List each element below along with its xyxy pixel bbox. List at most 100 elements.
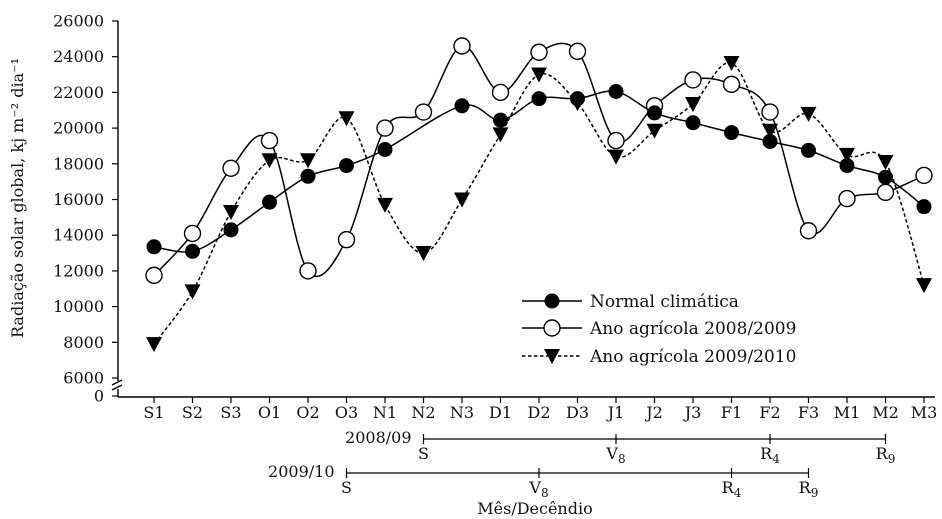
x-tick-label: F3 bbox=[798, 403, 819, 422]
data-point-s0 bbox=[223, 222, 239, 238]
stage-subscript: 8 bbox=[541, 486, 549, 500]
x-tick-label: M1 bbox=[834, 403, 861, 422]
y-tick-label: 24000 bbox=[53, 47, 104, 66]
data-point-s0 bbox=[724, 125, 739, 141]
legend-marker bbox=[544, 349, 560, 364]
y-tick-label: 10000 bbox=[53, 297, 104, 316]
data-point-s2 bbox=[762, 123, 778, 139]
data-point-s1 bbox=[530, 43, 548, 61]
data-point-s1 bbox=[799, 222, 818, 240]
x-tick-label: D3 bbox=[566, 403, 589, 422]
data-point-s0 bbox=[339, 158, 354, 174]
x-tick-label: D1 bbox=[489, 403, 512, 422]
x-tick-label: O2 bbox=[296, 403, 319, 422]
data-point-s0 bbox=[916, 199, 932, 215]
data-point-s0 bbox=[647, 105, 662, 121]
data-point-s2 bbox=[608, 149, 624, 165]
data-point-s1 bbox=[414, 103, 433, 121]
data-point-s1 bbox=[722, 75, 741, 94]
data-point-s0 bbox=[801, 142, 816, 158]
stage-label: R4 bbox=[722, 478, 742, 500]
data-point-s0 bbox=[493, 112, 508, 128]
x-tick-label: J1 bbox=[606, 403, 625, 422]
x-tick-label: J3 bbox=[683, 403, 702, 422]
data-point-s0 bbox=[878, 169, 893, 185]
stage-label: V8 bbox=[605, 444, 625, 466]
data-point-s1 bbox=[299, 262, 317, 280]
data-point-s2 bbox=[184, 284, 201, 300]
data-point-s2 bbox=[723, 55, 740, 71]
data-point-s2 bbox=[261, 153, 278, 169]
stage-label: R4 bbox=[760, 444, 780, 466]
data-point-s1 bbox=[761, 103, 779, 121]
data-point-s0 bbox=[608, 84, 624, 100]
axis-break-mark bbox=[111, 384, 123, 391]
stage-label: S bbox=[341, 478, 352, 497]
legend-label: Ano agrícola 2008/2009 bbox=[589, 319, 796, 339]
stage-label: V8 bbox=[528, 478, 548, 500]
data-point-s2 bbox=[146, 337, 162, 353]
legend-marker bbox=[543, 319, 561, 337]
data-point-s0 bbox=[377, 142, 393, 158]
x-tick-label: N2 bbox=[411, 403, 435, 422]
data-point-s0 bbox=[262, 194, 277, 210]
data-point-s1 bbox=[145, 266, 163, 285]
x-tick-label: O1 bbox=[258, 403, 281, 422]
data-point-s0 bbox=[839, 158, 855, 174]
data-point-s0 bbox=[454, 98, 470, 114]
x-tick-label: S3 bbox=[220, 403, 241, 422]
data-point-s1 bbox=[838, 189, 856, 208]
data-point-s0 bbox=[762, 133, 778, 149]
y-tick-label: 20000 bbox=[53, 119, 104, 138]
y-tick-labels: 26000 24000 22000 20000 18000 16000 14000 12000… bbox=[53, 12, 118, 406]
series-lines bbox=[153, 42, 925, 345]
data-point-s2 bbox=[646, 123, 663, 139]
stage-label: R9 bbox=[799, 478, 819, 500]
data-point-s2 bbox=[916, 278, 932, 294]
x-tick-labels: S1 S2 S3 O1 O2 O3 N1 N2 N3 D1 D2 D3 J1 J2 J3 F1 F2 F3 M1 M2… bbox=[143, 397, 937, 422]
data-point-s1 bbox=[376, 119, 394, 137]
x-tick-label: N1 bbox=[373, 403, 397, 422]
axis-break-gap bbox=[111, 381, 125, 389]
y-tick-label: 8000 bbox=[63, 333, 104, 352]
data-point-s2 bbox=[685, 97, 701, 113]
data-point-s2 bbox=[415, 246, 432, 262]
y-tick-label: 16000 bbox=[53, 190, 104, 209]
phenology-stage-rows: 2008/09 S V8 R4 R9 2009/10 S V8 R4 R9 bbox=[268, 428, 895, 500]
stage-subscript: 4 bbox=[772, 452, 780, 466]
data-point-s2 bbox=[839, 147, 855, 163]
stage-subscript: 4 bbox=[734, 486, 742, 500]
x-tick-label: S1 bbox=[143, 403, 164, 422]
data-point-s2 bbox=[223, 204, 239, 220]
y-tick-label: 26000 bbox=[53, 12, 104, 31]
data-point-s1 bbox=[568, 42, 587, 61]
data-point-s1 bbox=[876, 183, 895, 202]
legend: Normal climática Ano agrícola 2008/2009 An… bbox=[522, 292, 796, 367]
data-point-s0 bbox=[685, 115, 701, 131]
stage-row-label: 2009/10 bbox=[268, 462, 334, 481]
y-axis-label: Radiação solar global, kj m⁻² dia⁻¹ bbox=[8, 58, 27, 338]
data-point-s2 bbox=[800, 106, 817, 122]
data-point-s1 bbox=[684, 71, 702, 89]
x-tick-label: M2 bbox=[872, 403, 899, 422]
stage-subscript: 9 bbox=[888, 452, 896, 466]
axes bbox=[111, 21, 935, 398]
x-tick-label: F1 bbox=[721, 403, 742, 422]
data-point-s1 bbox=[337, 230, 356, 249]
x-tick-label: S2 bbox=[182, 403, 203, 422]
data-point-s0 bbox=[146, 239, 162, 255]
x-tick-label: F2 bbox=[759, 403, 780, 422]
data-point-s2 bbox=[492, 127, 509, 143]
y-tick-label: 6000 bbox=[63, 369, 104, 388]
x-tick-label: D2 bbox=[527, 403, 550, 422]
data-point-s1 bbox=[453, 37, 471, 55]
x-tick-label: O3 bbox=[335, 403, 358, 422]
x-tick-label: M3 bbox=[911, 403, 938, 422]
data-point-s1 bbox=[260, 131, 279, 150]
data-point-s1 bbox=[183, 224, 202, 243]
stage-subscript: 8 bbox=[618, 452, 626, 466]
stage-label: R9 bbox=[876, 444, 896, 466]
stage-label: S bbox=[418, 444, 429, 463]
series-markers bbox=[145, 37, 933, 353]
